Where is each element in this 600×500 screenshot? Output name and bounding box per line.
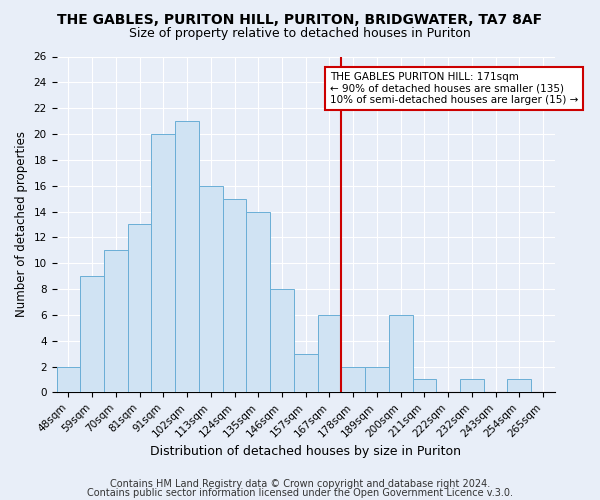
Text: Contains public sector information licensed under the Open Government Licence v.: Contains public sector information licen…: [87, 488, 513, 498]
Y-axis label: Number of detached properties: Number of detached properties: [15, 132, 28, 318]
Text: Contains HM Land Registry data © Crown copyright and database right 2024.: Contains HM Land Registry data © Crown c…: [110, 479, 490, 489]
Bar: [317, 315, 341, 392]
Text: Size of property relative to detached houses in Puriton: Size of property relative to detached ho…: [129, 28, 471, 40]
Bar: [128, 224, 151, 392]
Bar: [247, 212, 270, 392]
Bar: [223, 198, 247, 392]
Bar: [508, 380, 531, 392]
Bar: [270, 289, 294, 393]
Text: THE GABLES PURITON HILL: 171sqm
← 90% of detached houses are smaller (135)
10% o: THE GABLES PURITON HILL: 171sqm ← 90% of…: [330, 72, 578, 105]
Bar: [80, 276, 104, 392]
Text: THE GABLES, PURITON HILL, PURITON, BRIDGWATER, TA7 8AF: THE GABLES, PURITON HILL, PURITON, BRIDG…: [58, 12, 542, 26]
Bar: [389, 315, 413, 392]
Bar: [199, 186, 223, 392]
Bar: [294, 354, 317, 393]
Bar: [460, 380, 484, 392]
Bar: [341, 366, 365, 392]
Bar: [413, 380, 436, 392]
Bar: [104, 250, 128, 392]
Bar: [56, 366, 80, 392]
X-axis label: Distribution of detached houses by size in Puriton: Distribution of detached houses by size …: [150, 444, 461, 458]
Bar: [151, 134, 175, 392]
Bar: [365, 366, 389, 392]
Bar: [175, 121, 199, 392]
